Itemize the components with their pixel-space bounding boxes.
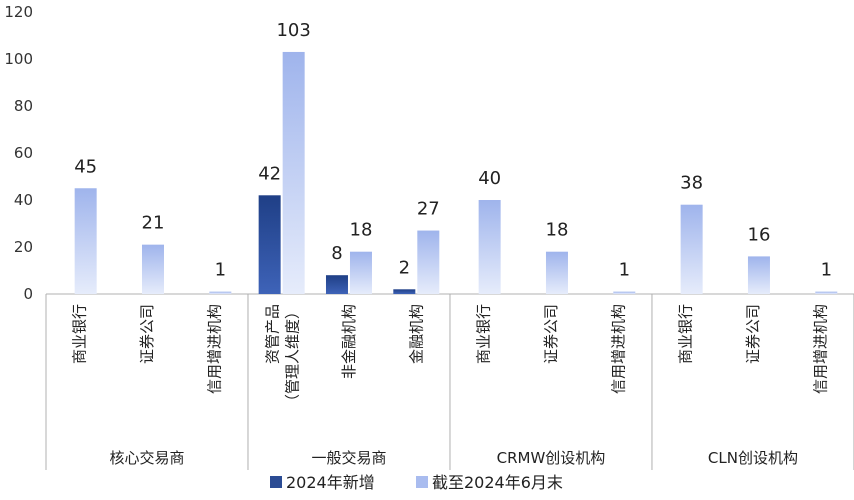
category-label-line: （管理人维度） [284, 304, 302, 409]
bar-cumulative [209, 291, 232, 294]
data-label-cumulative: 1 [821, 260, 832, 281]
data-label-cumulative: 45 [74, 156, 97, 177]
y-tick-label: 40 [14, 191, 33, 209]
data-label-2024-new: 8 [331, 243, 342, 264]
bar-cumulative [74, 188, 97, 294]
bars [74, 51, 838, 295]
y-tick-label: 80 [14, 97, 33, 115]
category-label: 资管产品 （管理人维度） [264, 304, 302, 409]
category-label-text: 资管产品 （管理人维度） [264, 304, 302, 409]
y-tick-label: 60 [14, 144, 33, 162]
group-label: 一般交易商 [311, 449, 386, 467]
bar-cumulative [613, 291, 636, 294]
category-label: 证券公司 [542, 304, 560, 364]
bar-cumulative [478, 200, 501, 294]
category-label-text: 商业银行 [677, 304, 695, 364]
category-label-text: 商业银行 [71, 304, 89, 364]
data-label-cumulative: 38 [680, 173, 703, 194]
category-label-line: 证券公司 [138, 304, 156, 364]
data-label-cumulative: 18 [350, 220, 373, 241]
bar-2024-new [325, 275, 348, 294]
category-label-text: 证券公司 [542, 304, 560, 364]
bar-2024-new [258, 195, 281, 294]
bar-cumulative [141, 244, 164, 294]
category-label-line: 信用增进机构 [811, 304, 829, 394]
category-label-line: 证券公司 [744, 304, 762, 364]
bar-cumulative [680, 204, 703, 294]
category-label: 证券公司 [138, 304, 156, 364]
category-label: 商业银行 [475, 304, 493, 364]
bar-cumulative [282, 51, 305, 295]
category-label: 信用增进机构 [811, 304, 829, 394]
bar-2024-new [393, 289, 416, 294]
group-label: 核心交易商 [109, 449, 184, 467]
legend: 2024年新增 截至2024年6月末 [270, 473, 563, 492]
data-labels: 45 21 1 42 103 8 18 2 27 40 18 1 38 16 1 [74, 20, 832, 281]
category-label-line: 金融机构 [407, 304, 425, 364]
category-label-text: 商业银行 [475, 304, 493, 364]
category-label-text: 金融机构 [407, 304, 425, 364]
y-tick-label: 100 [4, 50, 33, 68]
y-tick-label: 0 [23, 285, 33, 303]
data-label-cumulative: 103 [276, 20, 310, 41]
category-label-text: 信用增进机构 [811, 304, 829, 394]
data-label-cumulative: 27 [417, 199, 440, 220]
category-label-text: 证券公司 [138, 304, 156, 364]
group-label: CRMW创设机构 [497, 449, 606, 467]
category-label-line: 商业银行 [677, 304, 695, 364]
category-label-text: 证券公司 [744, 304, 762, 364]
bar-cumulative [417, 230, 440, 294]
group-label: CLN创设机构 [708, 449, 798, 467]
category-label-text: 信用增进机构 [609, 304, 627, 394]
legend-label-cumulative: 截至2024年6月末 [432, 473, 563, 492]
category-label-line: 信用增进机构 [205, 304, 223, 394]
data-label-cumulative: 1 [215, 260, 226, 281]
y-tick-label: 120 [4, 3, 33, 21]
category-label-line: 商业银行 [71, 304, 89, 364]
legend-swatch-2024-new [270, 476, 282, 488]
y-tick-label: 20 [14, 238, 33, 256]
legend-label-2024-new: 2024年新增 [286, 473, 375, 492]
data-label-cumulative: 21 [142, 213, 165, 234]
category-label-line: 商业银行 [475, 304, 493, 364]
data-label-cumulative: 1 [619, 260, 630, 281]
data-label-2024-new: 2 [399, 257, 410, 278]
category-label: 商业银行 [71, 304, 89, 364]
category-label: 信用增进机构 [205, 304, 223, 394]
category-label: 非金融机构 [340, 304, 358, 379]
category-label-line: 证券公司 [542, 304, 560, 364]
data-label-cumulative: 18 [546, 220, 569, 241]
data-label-2024-new: 42 [258, 163, 281, 184]
category-label: 证券公司 [744, 304, 762, 364]
axes: 0 20 40 60 80 100 120 [4, 3, 854, 470]
bar-cumulative [747, 256, 770, 294]
category-label: 信用增进机构 [609, 304, 627, 394]
category-label-text: 非金融机构 [340, 304, 358, 379]
bar-cumulative [349, 251, 372, 294]
category-label-line: 非金融机构 [340, 304, 358, 379]
category-label-line: 信用增进机构 [609, 304, 627, 394]
data-label-cumulative: 40 [478, 168, 501, 189]
bar-cumulative [545, 251, 568, 294]
category-label-text: 信用增进机构 [205, 304, 223, 394]
category-label-line: 资管产品 [264, 304, 282, 364]
category-labels: 核心交易商 一般交易商 CRMW创设机构 CLN创设机构 商业银行 证券公司 信用增进机构 资… [71, 304, 830, 467]
legend-swatch-cumulative [416, 476, 428, 488]
category-label: 金融机构 [407, 304, 425, 364]
bar-cumulative [815, 291, 838, 294]
data-label-cumulative: 16 [748, 224, 771, 245]
category-label: 商业银行 [677, 304, 695, 364]
